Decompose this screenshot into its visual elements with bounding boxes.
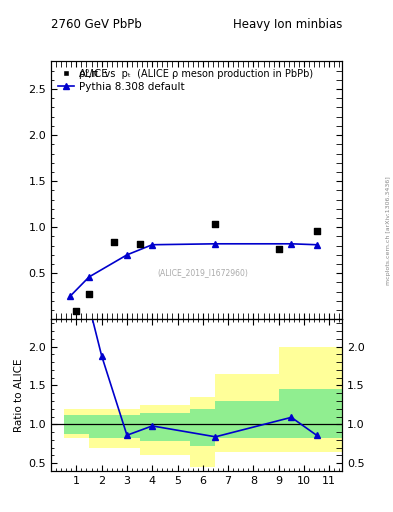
Line: Pythia 8.308 default: Pythia 8.308 default [66,240,320,300]
ALICE [111,238,118,246]
Text: mcplots.cern.ch [arXiv:1306.3436]: mcplots.cern.ch [arXiv:1306.3436] [386,176,391,285]
Bar [140,405,190,456]
ALICE [314,227,320,235]
Pythia 8.308 default [150,242,154,248]
ALICE [275,245,282,253]
Pythia 8.308 default [314,242,319,248]
Bar [190,397,215,467]
Bar [89,415,114,438]
Bar [304,389,342,438]
ALICE [136,240,143,248]
ALICE [86,290,92,298]
Bar [304,347,342,452]
Pythia 8.308 default [125,252,129,258]
Text: 2760 GeV PbPb: 2760 GeV PbPb [51,18,142,31]
Bar [140,413,190,441]
Bar [279,347,304,452]
Legend: ALICE, Pythia 8.308 default: ALICE, Pythia 8.308 default [56,67,187,94]
ALICE [212,220,219,228]
ALICE [73,307,79,315]
Bar [279,389,304,438]
Bar [89,409,114,447]
Text: ρ⁰/π  vs  pₜ  (ALICE ρ meson production in PbPb): ρ⁰/π vs pₜ (ALICE ρ meson production in … [79,69,314,79]
Y-axis label: Ratio to ALICE: Ratio to ALICE [14,358,24,432]
Bar [64,415,89,434]
Bar [190,409,215,446]
Bar [64,409,89,438]
Bar [114,415,140,438]
Bar [215,401,279,438]
Pythia 8.308 default [68,293,72,300]
Pythia 8.308 default [213,241,218,247]
Pythia 8.308 default [87,274,92,280]
Bar [114,409,140,447]
Bar [215,374,279,452]
Text: Heavy Ion minbias: Heavy Ion minbias [233,18,342,31]
Pythia 8.308 default [289,241,294,247]
Text: (ALICE_2019_I1672960): (ALICE_2019_I1672960) [157,268,248,278]
